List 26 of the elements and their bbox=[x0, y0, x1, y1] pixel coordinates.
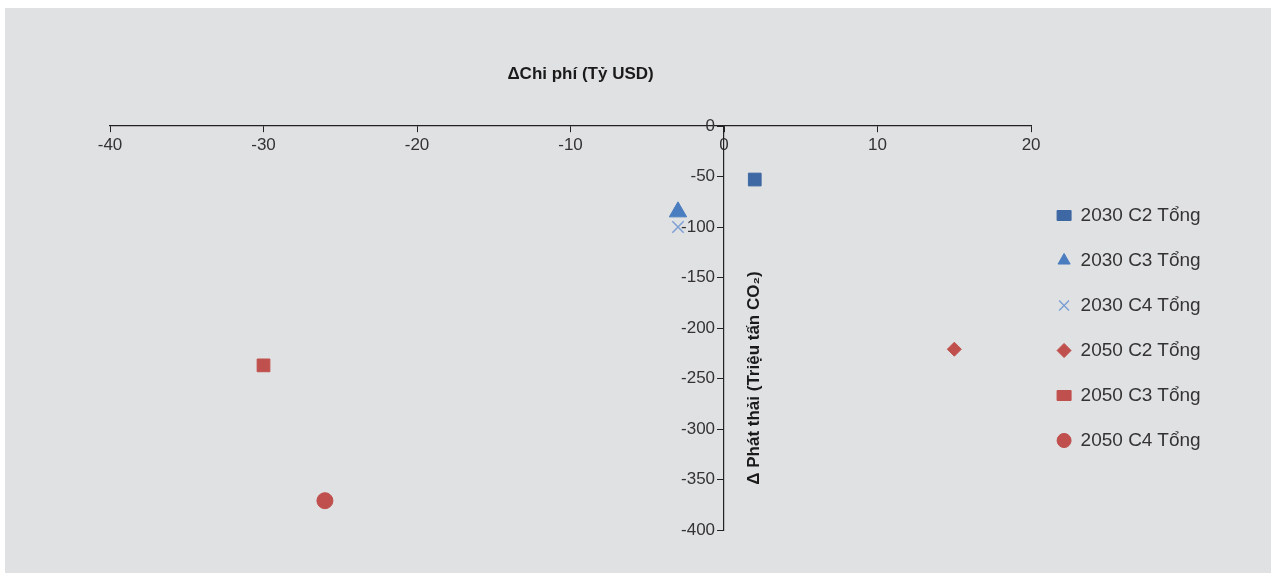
x-tick-label: -10 bbox=[558, 134, 583, 154]
legend-label: 2030 C2 Tổng bbox=[1080, 203, 1201, 225]
x-tick-label: -40 bbox=[97, 134, 123, 154]
y-tick-label: -250 bbox=[681, 368, 716, 388]
x-tick-label: -30 bbox=[251, 134, 276, 154]
y-tick-label: -50 bbox=[690, 166, 716, 186]
legend-label: 2030 C3 Tổng bbox=[1080, 248, 1201, 270]
y-tick-label: -100 bbox=[681, 216, 716, 236]
x-tick-label: 10 bbox=[868, 134, 888, 154]
legend-label: 2050 C3 Tổng bbox=[1080, 383, 1201, 405]
y-tick-label: -150 bbox=[681, 267, 716, 287]
point bbox=[946, 341, 962, 357]
legend-label: 2050 C2 Tổng bbox=[1080, 338, 1201, 360]
legend-label: 2030 C4 Tổng bbox=[1080, 293, 1201, 315]
y-tick-label: -200 bbox=[681, 317, 716, 337]
y-tick-label: -350 bbox=[681, 469, 716, 489]
x-tick-label: 20 bbox=[1021, 134, 1041, 154]
legend-label: 2050 C4 Tổng bbox=[1080, 428, 1201, 450]
point bbox=[256, 358, 271, 373]
x-tick-label: -20 bbox=[404, 134, 430, 154]
y-tick-label: -300 bbox=[681, 418, 716, 438]
x-axis-title: ΔChi phí (Tỷ USD) bbox=[507, 63, 654, 83]
y-tick-label: -400 bbox=[681, 519, 716, 539]
y-axis-title: Δ Phát thải (Triệu tấn CO₂) bbox=[743, 271, 763, 485]
point bbox=[316, 492, 334, 510]
point bbox=[747, 172, 762, 187]
